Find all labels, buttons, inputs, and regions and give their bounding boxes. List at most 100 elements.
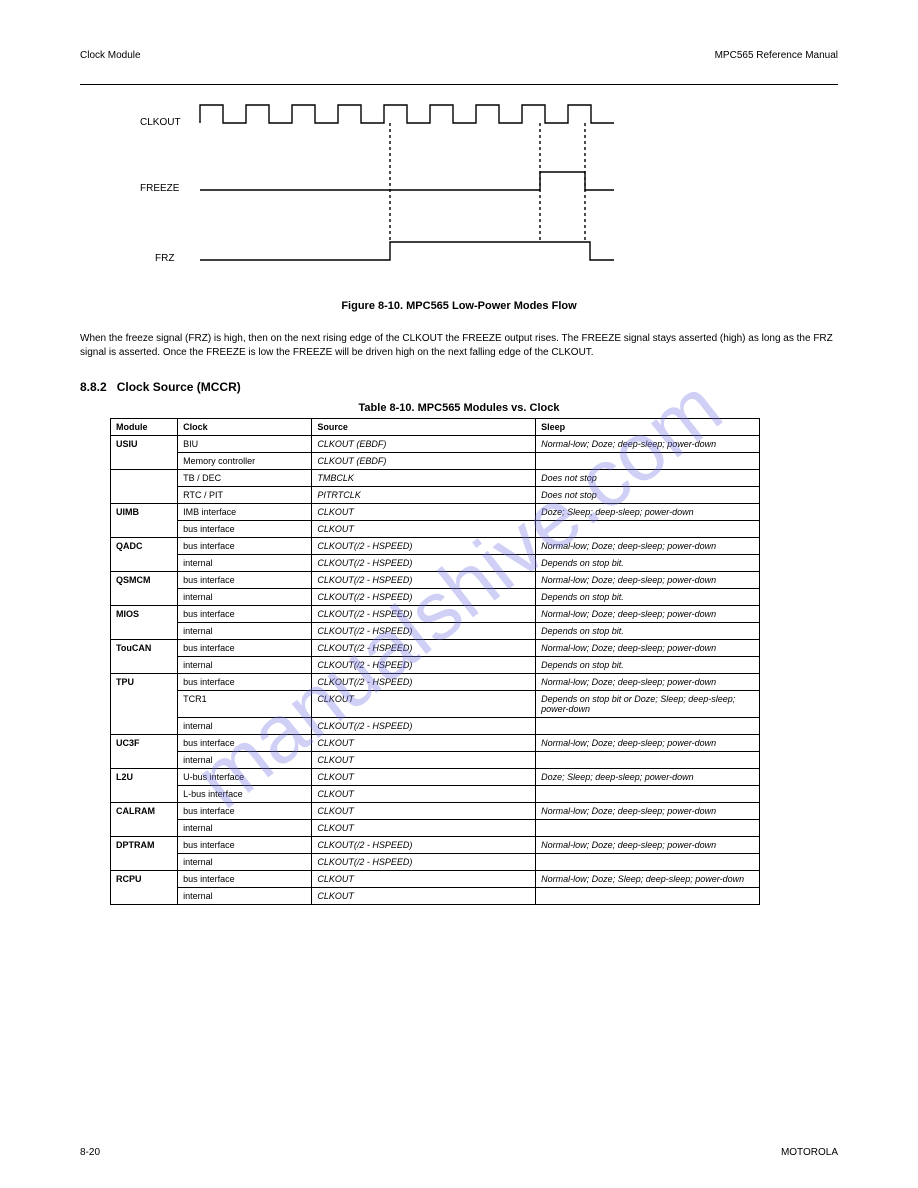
- table-row: internalCLKOUT(/2 - HSPEED)Depends on st…: [111, 555, 760, 572]
- sleep-cell: [536, 820, 760, 837]
- clock-cell: internal: [178, 657, 312, 674]
- table-row: UC3Fbus interfaceCLKOUTNormal-low; Doze;…: [111, 735, 760, 752]
- clock-cell: internal: [178, 854, 312, 871]
- sleep-cell: [536, 888, 760, 905]
- clock-cell: bus interface: [178, 735, 312, 752]
- clock-cell: BIU: [178, 436, 312, 453]
- clock-cell: bus interface: [178, 538, 312, 555]
- table-row: TouCANbus interfaceCLKOUT(/2 - HSPEED)No…: [111, 640, 760, 657]
- source-cell: CLKOUT: [312, 820, 536, 837]
- sleep-cell: [536, 521, 760, 538]
- sleep-cell: [536, 752, 760, 769]
- section-title: Clock Source (MCCR): [117, 380, 241, 394]
- clock-cell: IMB interface: [178, 504, 312, 521]
- header-left: Clock Module: [80, 50, 141, 61]
- sleep-cell: [536, 453, 760, 470]
- sleep-cell: Does not stop: [536, 487, 760, 504]
- label-clkout: CLKOUT: [140, 117, 181, 128]
- clock-cell: Memory controller: [178, 453, 312, 470]
- clock-cell: bus interface: [178, 572, 312, 589]
- table-row: L-bus interfaceCLKOUT: [111, 786, 760, 803]
- module-cell: UIMB: [111, 504, 178, 538]
- sleep-cell: Depends on stop bit or Doze; Sleep; deep…: [536, 691, 760, 718]
- clock-cell: U-bus interface: [178, 769, 312, 786]
- clock-cell: bus interface: [178, 837, 312, 854]
- source-cell: CLKOUT: [312, 888, 536, 905]
- module-cell: RCPU: [111, 871, 178, 905]
- sleep-cell: [536, 854, 760, 871]
- header-rule: [80, 84, 838, 85]
- footer-right: MOTOROLA: [781, 1147, 838, 1158]
- table-row: internalCLKOUT(/2 - HSPEED)Depends on st…: [111, 623, 760, 640]
- sleep-cell: Depends on stop bit.: [536, 657, 760, 674]
- table-row: internalCLKOUT: [111, 820, 760, 837]
- table-row: TPUbus interfaceCLKOUT(/2 - HSPEED)Norma…: [111, 674, 760, 691]
- source-cell: CLKOUT: [312, 504, 536, 521]
- clock-cell: internal: [178, 623, 312, 640]
- sleep-cell: Doze; Sleep; deep-sleep; power-down: [536, 504, 760, 521]
- source-cell: CLKOUT: [312, 871, 536, 888]
- clock-cell: internal: [178, 718, 312, 735]
- source-cell: CLKOUT(/2 - HSPEED): [312, 623, 536, 640]
- sleep-cell: Does not stop: [536, 470, 760, 487]
- source-cell: CLKOUT(/2 - HSPEED): [312, 538, 536, 555]
- source-cell: CLKOUT(/2 - HSPEED): [312, 640, 536, 657]
- clock-cell: TB / DEC: [178, 470, 312, 487]
- source-cell: CLKOUT: [312, 735, 536, 752]
- source-cell: CLKOUT(/2 - HSPEED): [312, 589, 536, 606]
- table-row: QSMCMbus interfaceCLKOUT(/2 - HSPEED)Nor…: [111, 572, 760, 589]
- source-cell: TMBCLK: [312, 470, 536, 487]
- source-cell: CLKOUT: [312, 521, 536, 538]
- source-cell: CLKOUT: [312, 786, 536, 803]
- label-frz: FRZ: [155, 253, 174, 264]
- table-header-cell: Module: [111, 419, 178, 436]
- section-heading: 8.8.2 Clock Source (MCCR): [80, 380, 838, 394]
- table-row: USIUBIUCLKOUT (EBDF)Normal-low; Doze; de…: [111, 436, 760, 453]
- source-cell: CLKOUT(/2 - HSPEED): [312, 718, 536, 735]
- source-cell: CLKOUT(/2 - HSPEED): [312, 606, 536, 623]
- module-cell: L2U: [111, 769, 178, 803]
- table-header-cell: Sleep: [536, 419, 760, 436]
- table-row: RCPUbus interfaceCLKOUTNormal-low; Doze;…: [111, 871, 760, 888]
- module-cell: TPU: [111, 674, 178, 735]
- source-cell: PITRTCLK: [312, 487, 536, 504]
- table-row: bus interfaceCLKOUT: [111, 521, 760, 538]
- sleep-cell: [536, 718, 760, 735]
- source-cell: CLKOUT: [312, 803, 536, 820]
- source-cell: CLKOUT(/2 - HSPEED): [312, 657, 536, 674]
- source-cell: CLKOUT(/2 - HSPEED): [312, 674, 536, 691]
- clock-cell: internal: [178, 589, 312, 606]
- header-right: MPC565 Reference Manual: [715, 50, 838, 61]
- table-row: L2UU-bus interfaceCLKOUTDoze; Sleep; dee…: [111, 769, 760, 786]
- clock-cell: bus interface: [178, 640, 312, 657]
- source-cell: CLKOUT(/2 - HSPEED): [312, 572, 536, 589]
- module-cell: [111, 470, 178, 504]
- module-cell: CALRAM: [111, 803, 178, 837]
- table-row: internalCLKOUT: [111, 752, 760, 769]
- page-header: Clock Module MPC565 Reference Manual: [80, 50, 838, 80]
- source-cell: CLKOUT(/2 - HSPEED): [312, 555, 536, 572]
- clock-cell: bus interface: [178, 803, 312, 820]
- sleep-cell: Normal-low; Doze; Sleep; deep-sleep; pow…: [536, 871, 760, 888]
- source-cell: CLKOUT: [312, 752, 536, 769]
- clock-cell: TCR1: [178, 691, 312, 718]
- timing-svg: [190, 95, 660, 275]
- clock-cell: bus interface: [178, 521, 312, 538]
- table-row: CALRAMbus interfaceCLKOUTNormal-low; Doz…: [111, 803, 760, 820]
- source-cell: CLKOUT (EBDF): [312, 436, 536, 453]
- sleep-cell: Depends on stop bit.: [536, 623, 760, 640]
- table-row: internalCLKOUT(/2 - HSPEED): [111, 854, 760, 871]
- module-cell: QADC: [111, 538, 178, 572]
- table-row: DPTRAMbus interfaceCLKOUT(/2 - HSPEED)No…: [111, 837, 760, 854]
- sleep-cell: Normal-low; Doze; deep-sleep; power-down: [536, 803, 760, 820]
- sleep-cell: Doze; Sleep; deep-sleep; power-down: [536, 769, 760, 786]
- table-header-row: ModuleClockSourceSleep: [111, 419, 760, 436]
- clock-cell: bus interface: [178, 606, 312, 623]
- source-cell: CLKOUT(/2 - HSPEED): [312, 837, 536, 854]
- sleep-cell: Depends on stop bit.: [536, 589, 760, 606]
- module-cell: MIOS: [111, 606, 178, 640]
- label-freeze: FREEZE: [140, 183, 179, 194]
- table-row: UIMBIMB interfaceCLKOUTDoze; Sleep; deep…: [111, 504, 760, 521]
- sleep-cell: Normal-low; Doze; deep-sleep; power-down: [536, 538, 760, 555]
- sleep-cell: Normal-low; Doze; deep-sleep; power-down: [536, 572, 760, 589]
